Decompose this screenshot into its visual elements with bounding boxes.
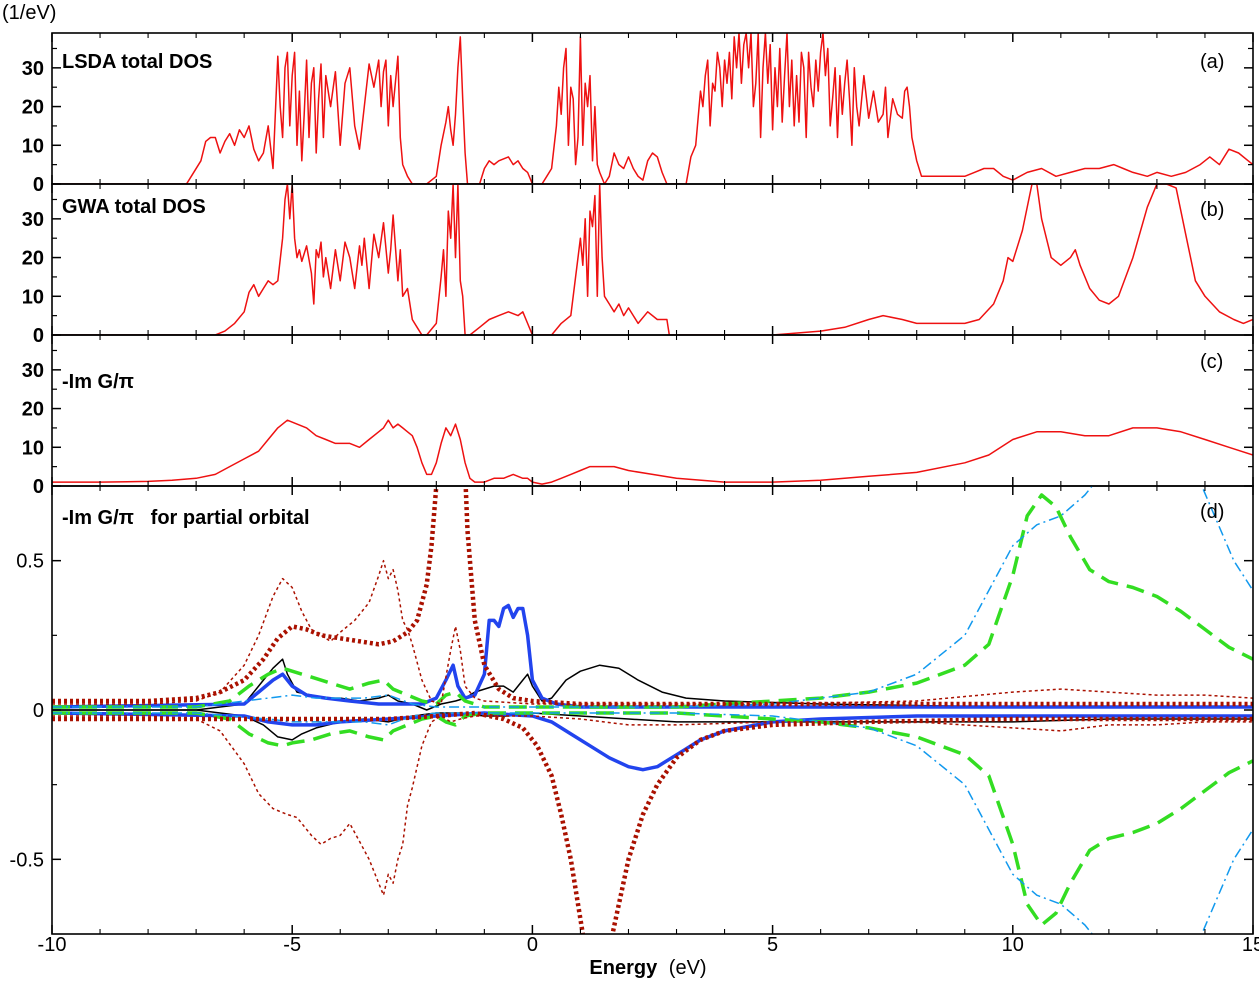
x-tick-label: 15 (1242, 934, 1259, 956)
x-axis: -10 -5 0 5 10 15 (38, 934, 1259, 956)
panel-c-ytick-label: 30 (22, 360, 44, 382)
panel-b-letter: (b) (1200, 199, 1224, 221)
panel-a-ytick-label: 20 (22, 97, 44, 119)
y-unit-label: (1/eV) (2, 2, 56, 24)
panel-d-series-line-15 (52, 715, 1253, 896)
x-tick-label: 5 (767, 934, 778, 956)
x-axis-label-unit: (eV) (669, 957, 707, 979)
panel-c-series-group (52, 419, 1253, 485)
panel-d-series-line-2 (52, 603, 1253, 709)
panel-a-ytick-label: 0 (33, 174, 44, 196)
x-tick-label: -10 (38, 934, 67, 956)
panel-b: 0 10 20 30 GWA total DOS (b) (22, 183, 1254, 347)
panel-c-series-line-0 (52, 419, 1253, 485)
panel-b-series-line-0 (52, 184, 1253, 335)
panel-d-series-line-6 (52, 486, 1094, 708)
panel-d-ytick-label: 0 (33, 700, 44, 722)
panel-d-series-line-13 (610, 716, 1253, 934)
panel-d-series-line-11 (463, 486, 1253, 707)
panel-d-series-line-7 (1200, 486, 1253, 591)
panel-c-plot-area: 0 10 20 30 (22, 334, 1254, 498)
panel-d-series-line-14 (52, 559, 1253, 705)
panel-a-letter: (a) (1200, 51, 1224, 73)
panel-d-series-line-10 (52, 486, 439, 704)
panel-d-frame (51, 485, 1254, 935)
panel-b-frame (51, 183, 1254, 336)
panel-a-series-line-0 (52, 33, 1253, 184)
panel-d-series-line-3 (52, 711, 1253, 772)
x-tick-label: 10 (1002, 934, 1024, 956)
panel-c-ytick-label: 0 (33, 476, 44, 498)
panel-d-series-line-8 (52, 712, 1094, 934)
panel-c: 0 10 20 30 -Im G/π (c) (22, 334, 1254, 498)
x-tick-label: -5 (283, 934, 301, 956)
panel-a-title: LSDA total DOS (62, 51, 212, 73)
panel-b-title: GWA total DOS (62, 196, 206, 218)
panel-c-ytick-label: 10 (22, 437, 44, 459)
panel-a: 0 10 20 30 LSDA total DOS (a) (22, 32, 1254, 196)
panel-c-frame (51, 334, 1254, 487)
panel-d-ytick-label: 0.5 (16, 551, 44, 573)
panel-d-series-line-12 (52, 710, 586, 934)
panel-d-letter: (d) (1200, 501, 1224, 523)
panel-a-ytick-label: 10 (22, 135, 44, 157)
x-tick-label: 0 (527, 934, 538, 956)
panel-d-title: -Im G/π for partial orbital (62, 507, 310, 529)
panel-b-plot-area: 0 10 20 30 (22, 183, 1254, 347)
panel-c-title: -Im G/π (62, 371, 134, 393)
panel-a-series-group (52, 33, 1253, 184)
x-axis-label-bold: Energy (589, 957, 658, 979)
panel-b-ytick-label: 20 (22, 248, 44, 270)
panel-a-ytick-label: 30 (22, 58, 44, 80)
panel-d-plot-area: -0.5 0 0.5 (10, 485, 1254, 935)
panel-b-ytick-label: 30 (22, 209, 44, 231)
panel-b-ytick-label: 10 (22, 286, 44, 308)
panel-a-frame (51, 32, 1254, 185)
panel-d-series-line-9 (1200, 829, 1253, 934)
panel-d: -0.5 0 0.5 -Im G/π for partial orbital (d) (10, 485, 1254, 935)
panel-d-series-group (52, 486, 1253, 934)
panel-b-ytick-label: 0 (33, 325, 44, 347)
panel-c-ytick-label: 20 (22, 399, 44, 421)
panel-d-series-line-5 (52, 711, 1253, 927)
panel-c-letter: (c) (1200, 351, 1223, 373)
x-axis-label: Energy (eV) (589, 957, 706, 979)
panel-b-series-group (52, 184, 1253, 335)
panel-d-ytick-label: -0.5 (10, 849, 44, 871)
